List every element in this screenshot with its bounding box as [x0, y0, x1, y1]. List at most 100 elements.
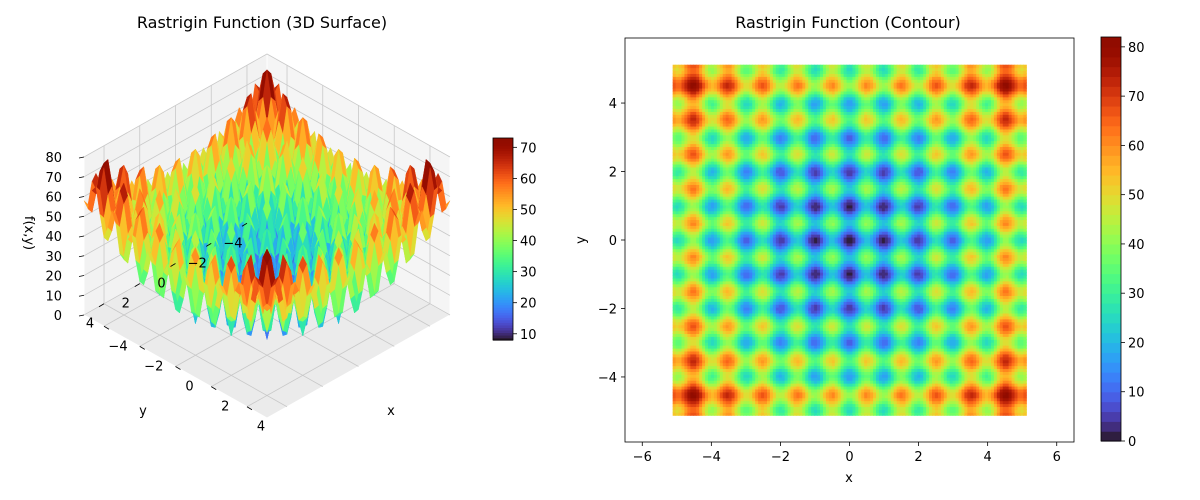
heatmap-cell	[705, 362, 709, 367]
heatmap-cell	[678, 257, 683, 261]
heatmap-cell	[705, 79, 709, 83]
heatmap-cell	[684, 82, 688, 86]
heatmap-cell	[737, 304, 741, 308]
heatmap-cell	[678, 85, 683, 89]
heatmap-cell	[734, 114, 739, 118]
heatmap-cell	[731, 348, 736, 352]
heatmap-cell	[716, 231, 721, 235]
heatmap-cell	[690, 242, 694, 247]
heatmap-cell	[731, 166, 736, 171]
heatmap-cell	[690, 152, 694, 156]
heatmap-cell	[693, 342, 697, 346]
heatmap-cell	[728, 342, 733, 346]
heatmap-cell	[710, 412, 715, 416]
heatmap-cell	[696, 222, 700, 226]
heatmap-cell	[690, 199, 694, 203]
heatmap-cell	[734, 301, 739, 305]
heatmap-cell	[713, 380, 718, 384]
heatmap-cell	[716, 67, 721, 72]
heatmap-cell	[731, 260, 736, 264]
heatmap-cell	[725, 79, 730, 83]
heatmap-cell	[675, 248, 680, 253]
heatmap-cell	[672, 137, 677, 142]
heatmap-cell	[693, 374, 697, 378]
heatmap-cell	[684, 149, 688, 153]
heatmap-cell	[708, 348, 712, 352]
heatmap-cell	[708, 380, 712, 384]
heatmap-cell	[678, 114, 683, 118]
heatmap-cell	[710, 289, 715, 294]
heatmap-cell	[699, 73, 703, 77]
heatmap-cell	[737, 330, 741, 334]
heatmap-cell	[705, 76, 709, 80]
heatmap-cell	[713, 289, 718, 294]
heatmap-cell	[710, 304, 715, 308]
heatmap-cell	[705, 216, 709, 221]
heatmap-cell	[716, 400, 721, 405]
heatmap-cell	[722, 190, 727, 194]
heatmap-cell	[693, 178, 697, 183]
heatmap-cell	[708, 377, 712, 381]
heatmap-cell	[690, 348, 694, 352]
heatmap-cell	[708, 76, 712, 80]
heatmap-cell	[722, 359, 727, 364]
heatmap-cell	[734, 292, 739, 297]
heatmap-cell	[710, 175, 715, 180]
heatmap-cell	[684, 242, 688, 247]
heatmap-cell	[708, 260, 712, 264]
heatmap-cell	[710, 351, 715, 355]
heatmap-cell	[719, 161, 724, 165]
heatmap-cell	[708, 389, 712, 393]
heatmap-cell	[672, 172, 677, 177]
heatmap-cell	[678, 260, 683, 264]
heatmap-cell	[672, 389, 677, 393]
heatmap-cell	[731, 187, 736, 191]
heatmap-cell	[699, 403, 703, 408]
heatmap-cell	[684, 330, 688, 334]
heatmap-cell	[675, 374, 680, 378]
heatmap-cell	[710, 149, 715, 153]
heatmap-cell	[731, 321, 736, 326]
heatmap-cell	[699, 304, 703, 308]
heatmap-cell	[675, 196, 680, 200]
heatmap-cell	[681, 406, 685, 410]
heatmap-cell	[719, 213, 724, 218]
heatmap-cell	[725, 134, 730, 139]
heatmap-cell	[684, 389, 688, 393]
heatmap-cell	[716, 295, 721, 299]
heatmap-cell	[675, 397, 680, 402]
heatmap-cell	[693, 193, 697, 197]
surface-y-tick-label: 4	[86, 317, 94, 332]
heatmap-cell	[699, 120, 703, 124]
heatmap-cell	[716, 301, 721, 305]
heatmap-cell	[737, 371, 741, 375]
heatmap-cell	[678, 210, 683, 215]
heatmap-cell	[684, 286, 688, 291]
heatmap-cell	[693, 158, 697, 162]
heatmap-cell	[731, 391, 736, 396]
heatmap-cell	[716, 140, 721, 145]
heatmap-cell	[678, 345, 683, 349]
heatmap-cell	[693, 82, 697, 86]
heatmap-cell	[696, 172, 700, 177]
heatmap-cell	[693, 102, 697, 107]
heatmap-cell	[705, 359, 709, 364]
heatmap-cell	[731, 108, 736, 112]
heatmap-cell	[705, 304, 709, 308]
heatmap-cell	[684, 409, 688, 413]
heatmap-cell	[678, 234, 683, 238]
heatmap-cell	[719, 324, 724, 329]
heatmap-cell	[725, 131, 730, 136]
heatmap-cell	[681, 228, 685, 232]
heatmap-cell	[725, 248, 730, 253]
heatmap-cell	[737, 295, 741, 299]
heatmap-cell	[728, 394, 733, 399]
heatmap-cell	[696, 397, 700, 402]
heatmap-cell	[713, 374, 718, 378]
heatmap-cell	[681, 371, 685, 375]
heatmap-cell	[678, 362, 683, 367]
heatmap-cell	[734, 391, 739, 396]
heatmap-cell	[696, 391, 700, 396]
heatmap-cell	[710, 196, 715, 200]
heatmap-cell	[734, 318, 739, 323]
